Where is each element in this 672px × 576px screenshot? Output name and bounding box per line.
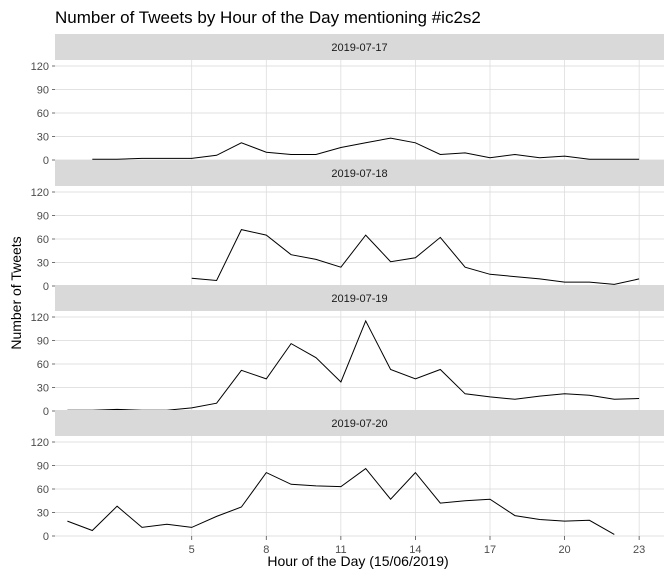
y-tick-label: 0 bbox=[43, 281, 49, 293]
y-tick-label: 30 bbox=[37, 508, 49, 520]
y-tick-label: 120 bbox=[31, 437, 49, 449]
series-line bbox=[191, 229, 640, 285]
series-line bbox=[67, 467, 615, 535]
y-tick-label: 90 bbox=[37, 461, 49, 473]
y-tick-label: 60 bbox=[37, 484, 49, 496]
facet-strip bbox=[55, 160, 664, 186]
x-tick-label: 5 bbox=[189, 544, 195, 556]
facet-strip-label: 2019-07-20 bbox=[331, 418, 387, 430]
y-tick-label: 30 bbox=[37, 132, 49, 144]
chart-title: Number of Tweets by Hour of the Day ment… bbox=[55, 8, 481, 27]
facet-panel: 2019-07-20 0 30 60 90 120 bbox=[31, 410, 664, 543]
y-tick-label: 90 bbox=[37, 85, 49, 97]
y-tick-label: 60 bbox=[37, 108, 49, 120]
facet-panel: 2019-07-19 0 30 60 90 120 bbox=[31, 285, 664, 418]
facet-strip bbox=[55, 410, 664, 436]
y-tick-label: 120 bbox=[31, 187, 49, 199]
facet-strip-label: 2019-07-19 bbox=[331, 293, 387, 305]
y-tick-label: 30 bbox=[37, 258, 49, 270]
y-tick-label: 30 bbox=[37, 383, 49, 395]
x-tick-label: 14 bbox=[409, 544, 421, 556]
y-tick-label: 0 bbox=[43, 406, 49, 418]
x-axis: 5 8 11 14 17 20 23 bbox=[189, 536, 645, 556]
y-tick-label: 120 bbox=[31, 61, 49, 73]
y-tick-label: 0 bbox=[43, 531, 49, 543]
facet-strip-label: 2019-07-18 bbox=[331, 168, 387, 180]
y-tick-label: 120 bbox=[31, 312, 49, 324]
x-tick-label: 8 bbox=[263, 544, 269, 556]
facet-panels: 2019-07-17 0 30 60 90 120 2019-07-18 0 30 60 90 120… bbox=[31, 34, 664, 543]
facet-strip bbox=[55, 34, 664, 60]
y-axis-title: Number of Tweets bbox=[8, 236, 24, 349]
x-tick-label: 23 bbox=[633, 544, 645, 556]
facet-panel: 2019-07-17 0 30 60 90 120 bbox=[31, 34, 664, 167]
facet-strip-label: 2019-07-17 bbox=[331, 42, 387, 54]
y-tick-label: 90 bbox=[37, 211, 49, 223]
series-line bbox=[92, 137, 640, 160]
y-tick-label: 60 bbox=[37, 359, 49, 371]
y-tick-label: 60 bbox=[37, 234, 49, 246]
y-tick-label: 90 bbox=[37, 336, 49, 348]
facet-panel: 2019-07-18 0 30 60 90 120 bbox=[31, 160, 664, 293]
facet-strip bbox=[55, 285, 664, 311]
series-line bbox=[67, 319, 640, 411]
x-axis-title: Hour of the Day (15/06/2019) bbox=[267, 553, 448, 569]
y-tick-label: 0 bbox=[43, 155, 49, 167]
x-tick-label: 20 bbox=[558, 544, 570, 556]
x-tick-label: 11 bbox=[335, 544, 346, 556]
x-tick-label: 17 bbox=[484, 544, 496, 556]
